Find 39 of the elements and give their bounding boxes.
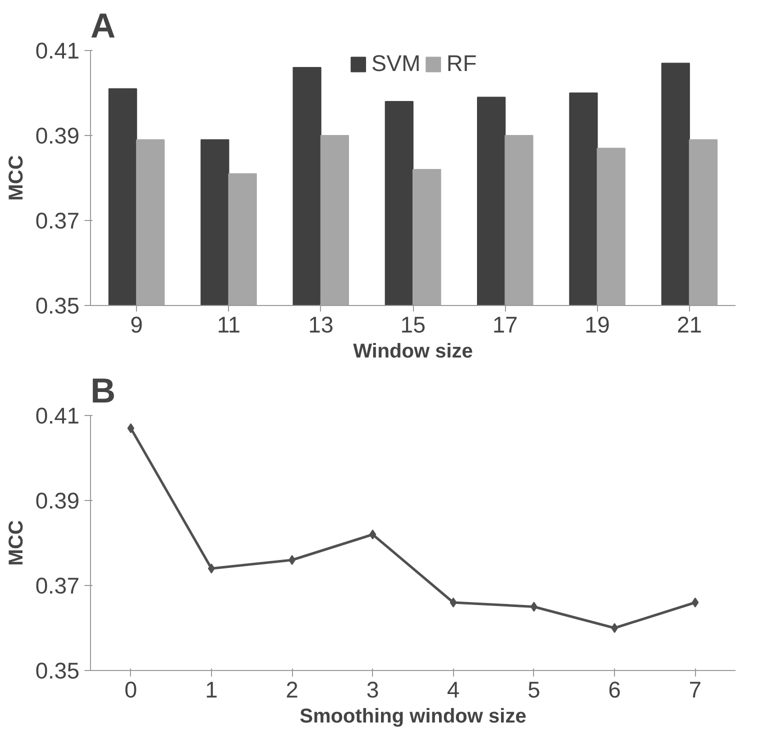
x-tick-label: 4 [447,676,460,702]
legend-label: RF [446,50,477,77]
chart-title: A [90,8,116,46]
y-tick-label: 0.37 [35,208,80,234]
y-tick-label: 0.35 [35,658,80,684]
point [127,423,134,434]
point [369,530,376,540]
point [611,623,618,633]
y-axis-title: MCC [5,155,28,201]
y-axis-title: MCC [5,520,28,566]
x-tick-label: 13 [308,312,334,338]
x-tick-label: 0 [124,676,138,702]
y-tick-label: 0.37 [35,572,80,598]
x-tick-label: 17 [492,312,518,338]
x-tick-label: 5 [528,676,540,702]
chart-title: B [90,372,116,410]
y-tick-label: 0.39 [35,122,80,148]
x-tick-label: 19 [584,312,610,338]
y-tick-label: 0.41 [35,402,80,428]
x-tick-label: 15 [400,312,426,338]
point [530,602,538,612]
x-tick-label: 7 [688,676,702,702]
point [288,555,296,565]
x-tick-label: 6 [608,676,621,702]
y-tick-label: 0.41 [35,38,80,64]
legend-label: SVM [371,50,420,77]
x-tick-label: 2 [286,676,298,702]
x-axis-title: Smoothing window size [300,706,526,728]
x-axis-title: Window size [353,340,473,362]
x-tick-label: 11 [216,312,240,338]
x-tick-label: 9 [130,312,143,338]
point [692,598,699,608]
x-tick-label: 21 [676,312,702,338]
x-tick-label: 3 [366,676,379,702]
point [450,598,457,608]
point [208,564,215,574]
y-tick-label: 0.39 [35,488,80,514]
x-tick-label: 1 [205,676,218,702]
y-tick-label: 0.35 [35,292,80,318]
